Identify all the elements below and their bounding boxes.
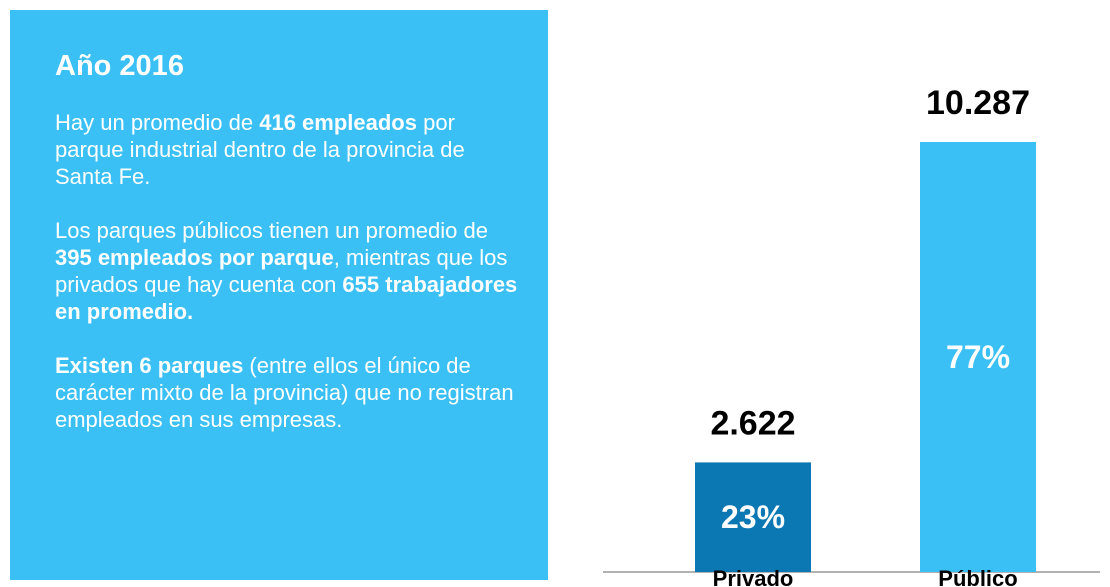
value-label: 10.287 — [926, 84, 1030, 122]
category-label: Privado — [713, 566, 794, 587]
bold-text: Existen 6 parques — [55, 353, 244, 378]
bold-text: 655 trabajadores en promedio. — [55, 272, 518, 324]
paragraph: Los parques públicos tienen un promedio … — [55, 217, 527, 325]
share-label: 77% — [946, 339, 1010, 375]
share-label: 23% — [721, 499, 785, 535]
text: por parque industrial dentro de la provi… — [55, 110, 465, 189]
info-panel: Año 2016 Hay un promedio de 416 empleado… — [10, 10, 548, 580]
bar — [920, 142, 1036, 572]
category-label: Público — [938, 566, 1017, 587]
panel-title: Año 2016 — [55, 50, 184, 82]
bold-text: 395 empleados por parque — [55, 245, 334, 270]
text: (entre ellos el único de carácter mixto … — [55, 353, 514, 432]
paragraph: Existen 6 parques (entre ellos el único … — [55, 352, 527, 433]
bold-text: 416 empleados — [259, 110, 417, 135]
text: Los parques públicos tienen un promedio … — [55, 218, 488, 243]
value-label: 2.622 — [710, 404, 795, 442]
text: , mientras que los privados que hay cuen… — [55, 245, 508, 297]
bar — [695, 462, 811, 572]
paragraph: Hay un promedio de 416 empleados por par… — [55, 109, 527, 190]
text: Hay un promedio de — [55, 110, 260, 135]
